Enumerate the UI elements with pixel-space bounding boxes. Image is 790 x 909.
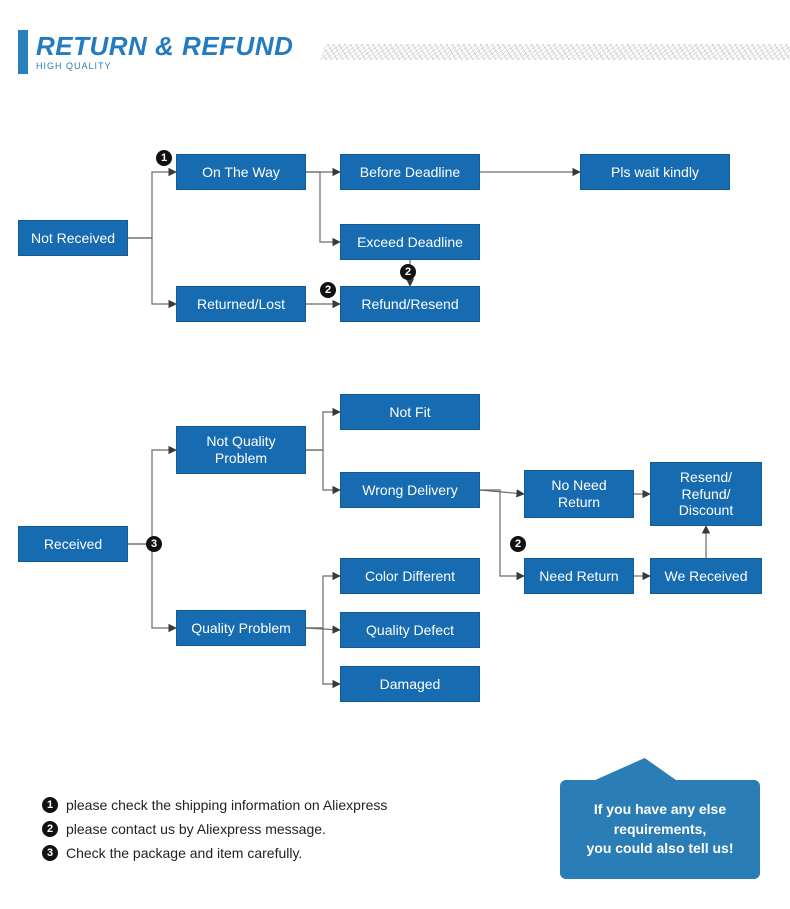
flow-node-returned_lost: Returned/Lost: [176, 286, 306, 322]
callout-line1: If you have any else requirements,: [574, 800, 746, 839]
flow-badge: 2: [510, 536, 526, 552]
flow-node-nq_problem: Not QualityProblem: [176, 426, 306, 474]
header: RETURN & REFUND HIGH QUALITY: [0, 0, 790, 84]
flow-node-not_fit: Not Fit: [340, 394, 480, 430]
note-num-badge: 2: [42, 821, 58, 837]
flow-node-on_the_way: On The Way: [176, 154, 306, 190]
header-accent-bar: [18, 30, 28, 74]
flow-badge: 1: [156, 150, 172, 166]
flow-node-need_return: Need Return: [524, 558, 634, 594]
note-text: please contact us by Aliexpress message.: [66, 821, 326, 837]
page-title: RETURN & REFUND: [36, 33, 293, 59]
flow-node-before_deadline: Before Deadline: [340, 154, 480, 190]
flow-node-refund_resend: Refund/Resend: [340, 286, 480, 322]
flow-node-quality_defect: Quality Defect: [340, 612, 480, 648]
notes-list: 1 please check the shipping information o…: [42, 797, 387, 869]
flow-node-received: Received: [18, 526, 128, 562]
flow-node-pls_wait: Pls wait kindly: [580, 154, 730, 190]
callout-line2: you could also tell us!: [574, 839, 746, 859]
header-hatch-pattern: [320, 44, 790, 60]
note-row: 3 Check the package and item carefully.: [42, 845, 387, 861]
flow-node-color_diff: Color Different: [340, 558, 480, 594]
note-num-badge: 3: [42, 845, 58, 861]
flow-node-exceed_deadline: Exceed Deadline: [340, 224, 480, 260]
note-text: Check the package and item carefully.: [66, 845, 302, 861]
note-num-badge: 1: [42, 797, 58, 813]
flow-node-not_received: Not Received: [18, 220, 128, 256]
page-subtitle: HIGH QUALITY: [36, 61, 293, 71]
note-row: 1 please check the shipping information o…: [42, 797, 387, 813]
header-text-block: RETURN & REFUND HIGH QUALITY: [36, 33, 293, 71]
note-text: please check the shipping information on…: [66, 797, 387, 813]
flow-node-q_problem: Quality Problem: [176, 610, 306, 646]
flow-badge: 3: [146, 536, 162, 552]
flow-node-damaged: Damaged: [340, 666, 480, 702]
flow-node-no_need_return: No NeedReturn: [524, 470, 634, 518]
flow-node-wrong_delivery: Wrong Delivery: [340, 472, 480, 508]
flow-badge: 2: [320, 282, 336, 298]
flow-badge: 2: [400, 264, 416, 280]
flow-node-resend_refund: Resend/Refund/Discount: [650, 462, 762, 526]
note-row: 2 please contact us by Aliexpress message…: [42, 821, 387, 837]
callout-bubble: If you have any else requirements, you c…: [560, 780, 760, 879]
flow-node-we_received: We Received: [650, 558, 762, 594]
